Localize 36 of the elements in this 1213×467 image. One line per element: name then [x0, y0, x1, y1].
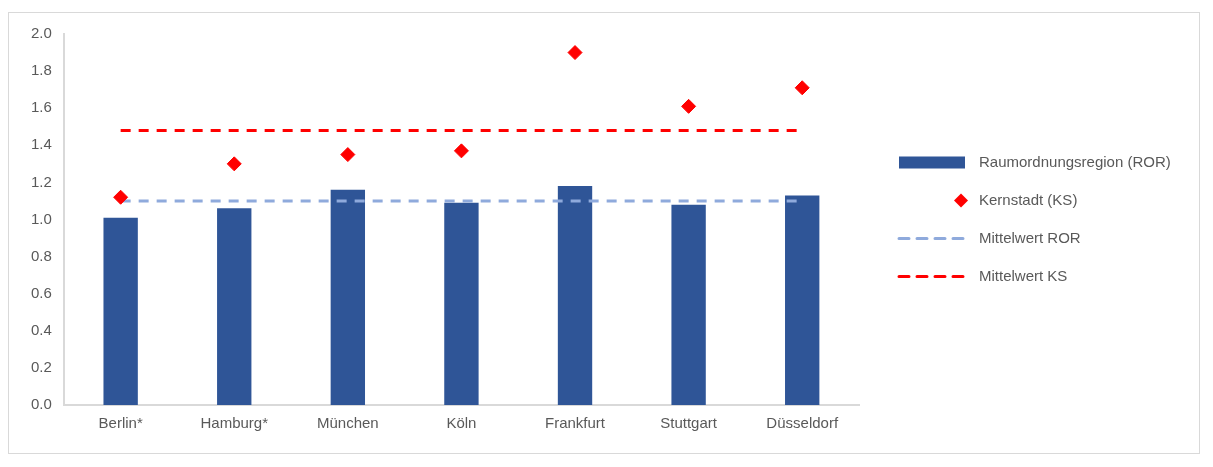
point [681, 98, 697, 114]
legend-label: Kernstadt (KS) [979, 190, 1078, 208]
x-tick-label: Frankfurt [545, 414, 606, 432]
bar [330, 189, 366, 405]
point [226, 156, 242, 172]
y-tick-label: 0.2 [30, 358, 52, 376]
point [567, 45, 583, 61]
x-tick-label: Berlin* [98, 414, 143, 432]
y-tick-label: 0.4 [30, 320, 52, 338]
bar [557, 186, 593, 405]
legend-label: Raumordnungsregion (ROR) [979, 152, 1171, 170]
point [794, 80, 810, 96]
bar [671, 204, 706, 405]
y-tick-label: 1.8 [30, 61, 52, 79]
bar [444, 202, 479, 405]
y-tick-label: 2.0 [30, 24, 52, 42]
x-tick-label: Stuttgart [660, 414, 718, 432]
point [340, 147, 356, 163]
bar [785, 195, 820, 405]
x-tick-label: München [316, 414, 379, 432]
y-tick-label: 1.0 [30, 209, 52, 227]
x-tick-label: Düsseldorf [766, 414, 839, 432]
point [113, 189, 129, 205]
y-tick-label: 0.8 [30, 246, 52, 264]
point [453, 143, 469, 159]
x-tick-label: Hamburg* [200, 414, 269, 432]
y-tick-label: 1.2 [30, 172, 52, 190]
bar [103, 217, 138, 405]
y-tick-label: 0.0 [30, 395, 52, 413]
x-tick-label: Köln [446, 414, 477, 432]
legend-label: Mittelwert ROR [979, 228, 1081, 246]
bar [217, 208, 252, 405]
y-tick-label: 1.6 [30, 98, 52, 116]
y-tick-label: 0.6 [30, 283, 52, 301]
y-tick-label: 1.4 [30, 135, 52, 153]
legend-label: Mittelwert KS [979, 266, 1068, 284]
